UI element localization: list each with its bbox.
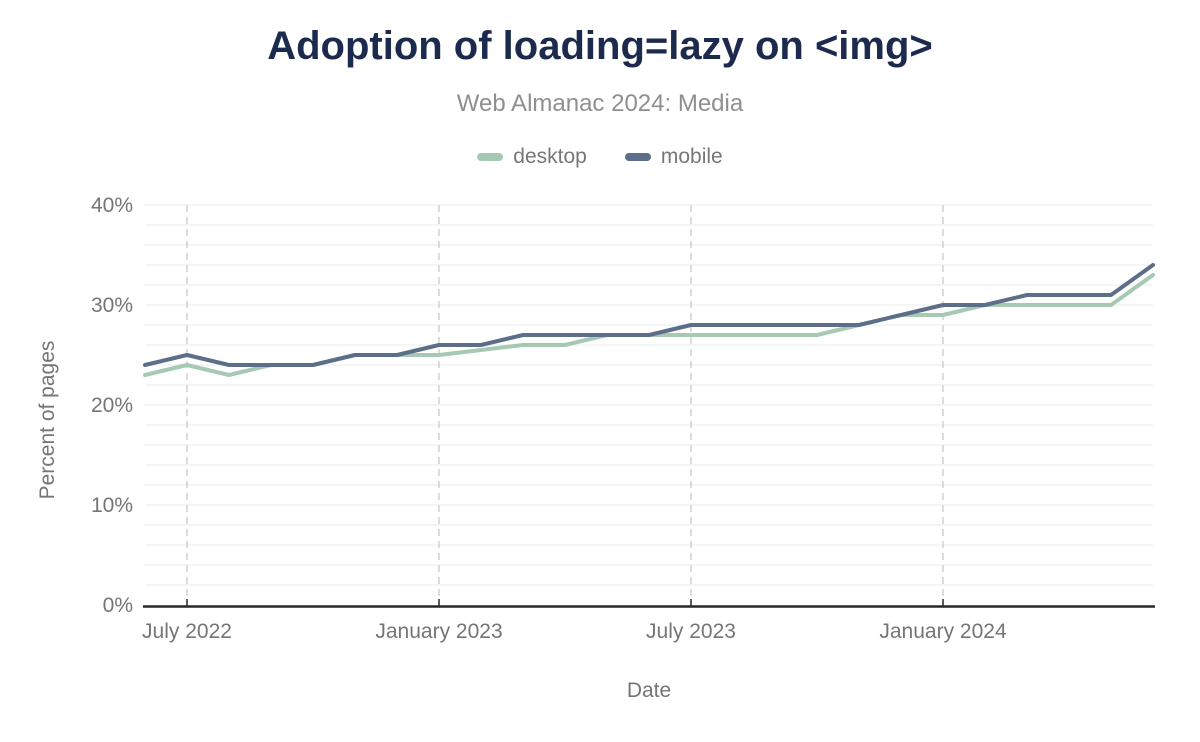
- legend-swatch-desktop: [477, 153, 504, 161]
- chart-title: Adoption of loading=lazy on <img>: [267, 24, 933, 68]
- x-axis-title: Date: [626, 679, 672, 702]
- legend-label-mobile: mobile: [660, 145, 723, 168]
- legend-item-desktop[interactable]: desktop: [477, 145, 587, 169]
- x-tick-label: January 2023: [375, 620, 502, 643]
- y-tick-label: 40%: [91, 194, 133, 217]
- legend-label-desktop: desktop: [513, 145, 587, 168]
- y-tick-label: 20%: [91, 394, 133, 417]
- chart-legend: desktop mobile: [0, 145, 1200, 169]
- y-tick-label: 10%: [91, 494, 133, 517]
- legend-item-mobile[interactable]: mobile: [624, 145, 723, 169]
- x-tick-label: July 2023: [646, 620, 736, 643]
- y-tick-label: 30%: [91, 294, 133, 317]
- y-axis-title: Percent of pages: [36, 340, 59, 500]
- series-line-mobile: [143, 263, 1155, 367]
- chart-subtitle: Web Almanac 2024: Media: [456, 90, 744, 117]
- legend-swatch-mobile: [624, 153, 651, 161]
- x-tick-label: January 2024: [879, 620, 1007, 643]
- y-tick-label: 0%: [103, 594, 133, 617]
- x-tick-label: July 2022: [142, 620, 232, 643]
